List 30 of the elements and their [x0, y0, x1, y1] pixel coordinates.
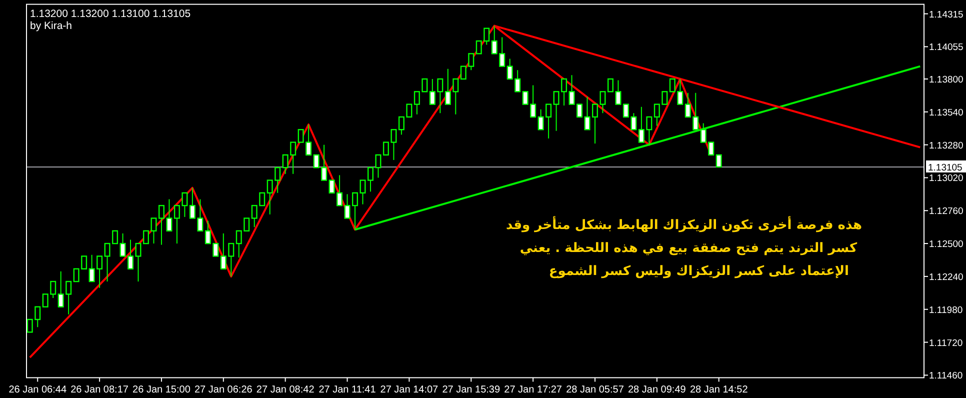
- x-tick-label: 27 Jan 08:42: [256, 384, 315, 396]
- y-tick-label: 1.13800: [929, 74, 964, 86]
- y-tick-label: 1.13280: [929, 140, 964, 152]
- y-tick-label: 1.11720: [929, 338, 963, 349]
- y-tick-label: 1.13020: [929, 173, 964, 184]
- annotation: by Kira-h: [30, 20, 72, 32]
- y-tick-label: 1.11460: [929, 370, 963, 382]
- y-tick-label: 1.14315: [929, 9, 964, 20]
- x-tick-label: 26 Jan 06:44: [8, 384, 67, 396]
- y-tick-label: 1.12500: [929, 239, 964, 250]
- y-tick-label: 1.14055: [929, 42, 964, 54]
- y-tick-label: 1.11980: [929, 304, 963, 316]
- x-tick-label: 28 Jan 05:57: [566, 384, 624, 396]
- x-tick-label: 27 Jan 14:07: [380, 384, 439, 396]
- x-tick-label: 28 Jan 09:49: [628, 384, 686, 396]
- y-tick-label: 1.12240: [929, 272, 964, 283]
- annotation: الإعتماد على كسر الزيكزاك وليس كسر الشموع: [548, 264, 849, 279]
- x-tick-label: 27 Jan 11:41: [318, 384, 376, 396]
- x-tick-label: 26 Jan 08:17: [70, 384, 129, 396]
- ref-line-label: 1.13105: [928, 162, 962, 174]
- annotation: 1.13200 1.13200 1.13100 1.13105: [30, 8, 191, 20]
- y-tick-label: 1.13540: [929, 107, 964, 118]
- x-tick-label: 27 Jan 06:26: [194, 384, 253, 396]
- y-tick-label: 1.12760: [929, 206, 964, 218]
- annotation: هذه فرصة أخرى تكون الزيكزاك الهابط بشكل متأخر وقد: [506, 218, 862, 233]
- x-tick-label: 28 Jan 14:52: [690, 384, 748, 396]
- x-tick-label: 26 Jan 15:00: [132, 384, 191, 396]
- x-tick-label: 27 Jan 15:39: [442, 384, 500, 396]
- x-tick-label: 27 Jan 17:27: [504, 384, 562, 396]
- annotation: كسر الترند يتم فتح صفقة بيع في هذه اللحظة . يعني: [520, 241, 857, 256]
